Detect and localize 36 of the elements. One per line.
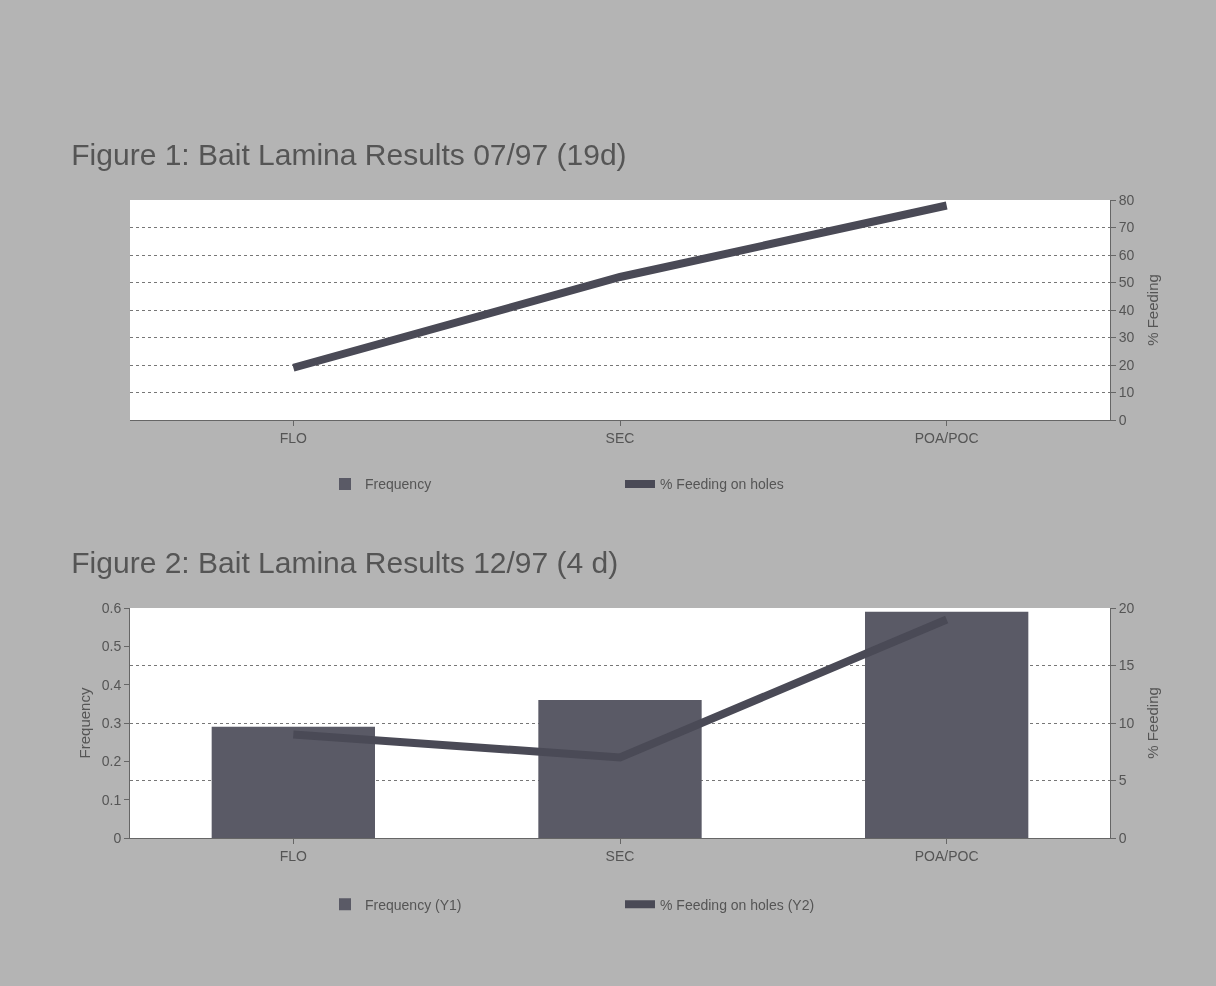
y2-tick-label: 20 — [1118, 599, 1135, 616]
y-tick-label: 0.4 — [101, 676, 122, 693]
chart-title: Figure 2: Bait Lamina Results 12/97 (4 d) — [71, 545, 619, 579]
y2-tick-label: 5 — [1118, 772, 1127, 789]
y2-axis-title: % Feeding — [1143, 274, 1161, 346]
x-tick-label: SEC — [605, 847, 635, 864]
y-tick-label: 0.5 — [101, 638, 122, 655]
y-tick-label: 0 — [113, 829, 122, 846]
legend-label: % Feeding on holes (Y2) — [660, 896, 815, 913]
y2-tick-label: 60 — [1118, 246, 1135, 263]
y2-tick-label: 40 — [1118, 301, 1135, 318]
x-tick-label: FLO — [279, 847, 308, 864]
x-tick-label: POA/POC — [914, 847, 979, 864]
y2-tick-label: 10 — [1118, 714, 1135, 731]
y2-tick-label: 10 — [1118, 384, 1135, 401]
y2-tick-label: 15 — [1118, 657, 1135, 674]
y-tick-label: 0.1 — [101, 791, 122, 808]
y2-tick-label: 20 — [1118, 356, 1135, 373]
y2-tick-label: 0 — [1118, 829, 1127, 846]
y2-tick-label: 0 — [1118, 411, 1127, 428]
y-tick-label: 0.6 — [101, 599, 122, 616]
y-axis-title: Frequency — [76, 687, 93, 759]
x-tick-label: FLO — [279, 429, 308, 446]
y2-tick-label: 30 — [1118, 329, 1135, 346]
chart-title: Figure 1: Bait Lamina Results 07/97 (19d) — [71, 137, 627, 171]
y-tick-label: 0.3 — [101, 714, 122, 731]
y2-tick-label: 50 — [1118, 274, 1135, 291]
legend-label: Frequency — [365, 476, 432, 493]
y-tick-label: 0.2 — [101, 753, 122, 770]
x-tick-label: POA/POC — [914, 429, 979, 446]
y2-tick-label: 80 — [1118, 191, 1135, 208]
y2-tick-label: 70 — [1118, 219, 1135, 236]
legend-label: % Feeding on holes — [660, 476, 784, 493]
y2-axis-title: % Feeding — [1143, 687, 1161, 759]
legend-label: Frequency (Y1) — [365, 896, 462, 913]
x-tick-label: SEC — [605, 429, 635, 446]
